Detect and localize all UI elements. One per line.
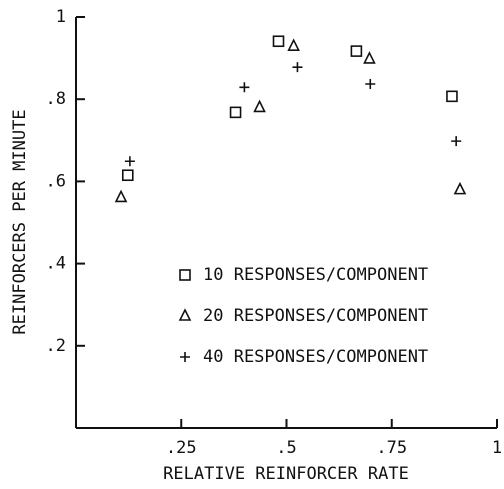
plus-marker bbox=[239, 82, 250, 93]
plus-marker bbox=[451, 136, 462, 147]
y-tick-label: .4 bbox=[46, 254, 66, 274]
y-tick-label: .8 bbox=[46, 89, 66, 109]
plus-marker bbox=[292, 62, 303, 73]
triangle-marker bbox=[114, 189, 128, 203]
square-marker bbox=[179, 269, 191, 281]
x-tick-label: .25 bbox=[166, 438, 197, 458]
square-marker bbox=[350, 45, 363, 57]
triangle-marker bbox=[253, 99, 266, 113]
plus-marker bbox=[365, 78, 376, 89]
triangle-marker bbox=[287, 38, 300, 51]
square-marker bbox=[229, 106, 242, 119]
triangle-marker bbox=[178, 308, 192, 321]
square-marker bbox=[446, 90, 458, 103]
square-marker bbox=[272, 35, 285, 48]
legend-label: 10 RESPONSES/COMPONENT bbox=[203, 265, 428, 285]
y-tick-label: .6 bbox=[46, 171, 66, 191]
x-axis-label: RELATIVE REINFORCER RATE bbox=[163, 464, 409, 484]
triangle-marker bbox=[453, 181, 467, 195]
x-tick-label: .75 bbox=[376, 438, 407, 458]
y-axis-label: REINFORCERS PER MINUTE bbox=[10, 109, 30, 334]
legend-label: 20 RESPONSES/COMPONENT bbox=[203, 306, 428, 326]
y-tick-label: .2 bbox=[46, 336, 66, 356]
plus-marker bbox=[180, 352, 190, 362]
y-tick-label: 1 bbox=[56, 7, 66, 27]
legend-label: 40 RESPONSES/COMPONENT bbox=[203, 347, 428, 367]
square-marker bbox=[121, 169, 134, 182]
plus-marker bbox=[124, 156, 135, 167]
x-tick-label: .5 bbox=[276, 438, 296, 458]
triangle-marker bbox=[363, 51, 376, 64]
x-tick-label: 1 bbox=[492, 438, 502, 458]
